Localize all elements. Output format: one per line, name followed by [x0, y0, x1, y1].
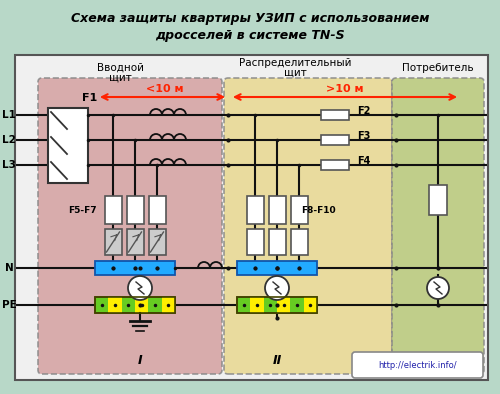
Text: Схема защиты квартиры УЗИП с использованием: Схема защиты квартиры УЗИП с использован… — [71, 11, 429, 24]
Text: F4: F4 — [357, 156, 370, 166]
Bar — [237, 297, 317, 313]
Bar — [148, 196, 166, 224]
Text: <10 м: <10 м — [146, 84, 184, 94]
Bar — [304, 297, 317, 313]
Text: http://electrik.info/: http://electrik.info/ — [378, 361, 458, 370]
Bar — [104, 196, 122, 224]
FancyBboxPatch shape — [392, 78, 484, 374]
Text: II: II — [272, 353, 281, 366]
Bar — [268, 229, 285, 255]
Bar — [268, 196, 285, 224]
Bar — [135, 297, 148, 313]
Bar — [148, 229, 166, 255]
Bar — [246, 229, 264, 255]
Bar — [95, 261, 175, 275]
Text: Вводной: Вводной — [96, 63, 144, 73]
Text: I: I — [138, 353, 142, 366]
Bar — [126, 229, 144, 255]
Text: F8-F10: F8-F10 — [300, 206, 336, 214]
Bar — [250, 297, 264, 313]
Bar — [237, 261, 317, 275]
Text: щит: щит — [108, 73, 132, 83]
FancyBboxPatch shape — [38, 78, 222, 374]
Text: щит: щит — [284, 68, 306, 78]
Text: F1: F1 — [82, 93, 98, 103]
Text: F3: F3 — [357, 131, 370, 141]
Text: L1: L1 — [2, 110, 16, 120]
Text: F5-F7: F5-F7 — [68, 206, 96, 214]
Bar — [95, 297, 175, 313]
Bar — [48, 108, 88, 183]
Text: L3: L3 — [2, 160, 16, 170]
Bar — [15, 55, 488, 380]
Text: L2: L2 — [2, 135, 16, 145]
Text: III: III — [431, 353, 445, 366]
Text: PE: PE — [2, 300, 16, 310]
Bar — [277, 297, 290, 313]
Bar — [321, 110, 349, 120]
Circle shape — [427, 277, 449, 299]
Bar — [246, 196, 264, 224]
Text: Потребитель: Потребитель — [402, 63, 474, 73]
Text: Распределительный: Распределительный — [239, 58, 351, 68]
Bar — [321, 160, 349, 170]
Text: дросселей в системе TN-S: дросселей в системе TN-S — [155, 28, 345, 41]
Bar — [237, 297, 317, 313]
FancyBboxPatch shape — [224, 78, 392, 374]
Bar — [429, 185, 447, 215]
Bar — [95, 297, 175, 313]
Bar — [104, 229, 122, 255]
Bar — [108, 297, 122, 313]
Bar — [290, 196, 308, 224]
FancyBboxPatch shape — [352, 352, 483, 378]
Circle shape — [265, 276, 289, 300]
Text: >10 м: >10 м — [326, 84, 364, 94]
Bar — [162, 297, 175, 313]
Text: N: N — [4, 263, 14, 273]
Circle shape — [128, 276, 152, 300]
Text: F2: F2 — [357, 106, 370, 116]
Bar — [321, 135, 349, 145]
Bar — [126, 196, 144, 224]
Bar — [290, 229, 308, 255]
